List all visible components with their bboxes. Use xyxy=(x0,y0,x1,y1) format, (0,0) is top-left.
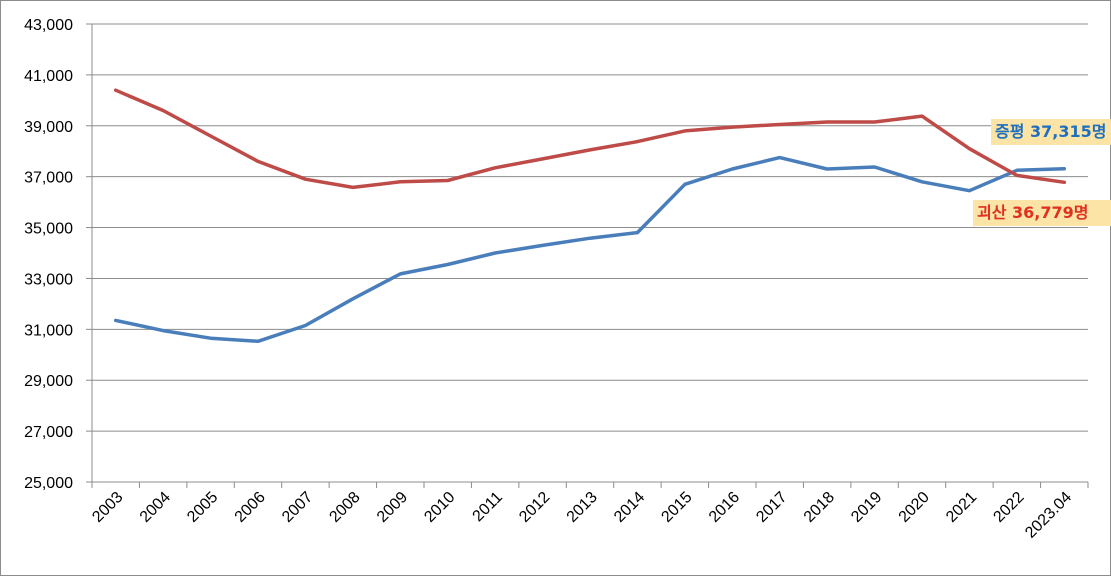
x-tick-label: 2009 xyxy=(374,489,411,526)
x-tick-label: 2004 xyxy=(137,489,174,526)
x-tick-label: 2006 xyxy=(232,489,269,526)
data-point-괴산 xyxy=(303,177,307,181)
jeungpyeong-callout-label: 증평 37,315명 xyxy=(991,119,1111,145)
x-tick-label: 2015 xyxy=(658,489,695,526)
data-point-증평 xyxy=(161,329,165,333)
x-tick-label: 2022 xyxy=(990,489,1027,526)
data-point-증평 xyxy=(351,297,355,301)
x-tick-label: 2016 xyxy=(706,489,743,526)
data-point-증평 xyxy=(683,182,687,186)
data-point-괴산 xyxy=(398,180,402,184)
y-tick-label: 39,000 xyxy=(24,119,73,136)
data-point-괴산 xyxy=(778,123,782,127)
x-tick-label: 2005 xyxy=(184,489,221,526)
data-point-괴산 xyxy=(161,109,165,113)
y-tick-label: 43,000 xyxy=(24,17,73,34)
data-point-괴산 xyxy=(493,166,497,170)
x-tick-label: 2012 xyxy=(516,489,553,526)
data-point-증평 xyxy=(256,339,260,343)
data-point-증평 xyxy=(635,231,639,235)
data-point-괴산 xyxy=(541,157,545,161)
y-tick-label: 27,000 xyxy=(24,424,73,441)
data-point-괴산 xyxy=(635,140,639,144)
data-point-증평 xyxy=(541,243,545,247)
data-point-증평 xyxy=(493,251,497,255)
goesan-callout-label: 괴산 36,779명 xyxy=(973,200,1111,226)
data-point-증평 xyxy=(730,167,734,171)
x-tick-label: 2021 xyxy=(943,489,980,526)
data-point-증평 xyxy=(114,318,118,322)
y-tick-label: 37,000 xyxy=(24,170,73,187)
data-point-괴산 xyxy=(683,129,687,133)
x-tick-label: 2013 xyxy=(564,489,601,526)
x-tick-label: 2019 xyxy=(848,489,885,526)
data-point-증평 xyxy=(873,165,877,169)
y-tick-label: 31,000 xyxy=(24,322,73,339)
x-tick-label: 2008 xyxy=(326,489,363,526)
x-tick-label: 2018 xyxy=(801,489,838,526)
data-point-증평 xyxy=(1062,167,1066,171)
x-tick-label: 2003 xyxy=(89,489,126,526)
x-tick-label: 2017 xyxy=(753,489,790,526)
x-tick-label: 2010 xyxy=(421,489,458,526)
data-point-괴산 xyxy=(351,185,355,189)
y-tick-label: 29,000 xyxy=(24,373,73,390)
data-point-괴산 xyxy=(446,178,450,182)
data-point-괴산 xyxy=(1015,173,1019,177)
data-point-증평 xyxy=(303,324,307,328)
data-point-증평 xyxy=(920,180,924,184)
data-point-증평 xyxy=(398,272,402,276)
y-tick-label: 33,000 xyxy=(24,271,73,288)
data-point-괴산 xyxy=(825,120,829,124)
y-tick-label: 25,000 xyxy=(24,475,73,492)
x-tick-label: 2014 xyxy=(611,489,648,526)
y-tick-label: 35,000 xyxy=(24,221,73,238)
data-point-증평 xyxy=(446,262,450,266)
data-point-증평 xyxy=(209,336,213,340)
data-point-괴산 xyxy=(1062,180,1066,184)
data-point-증평 xyxy=(1015,168,1019,172)
y-tick-label: 41,000 xyxy=(24,68,73,85)
series-line-괴산 xyxy=(113,88,1067,190)
data-point-증평 xyxy=(967,189,971,193)
data-point-증평 xyxy=(588,236,592,240)
data-point-괴산 xyxy=(730,125,734,129)
data-point-증평 xyxy=(778,156,782,160)
x-tick-label: 2023.04 xyxy=(1022,489,1075,542)
data-point-괴산 xyxy=(114,88,118,92)
x-tick-label: 2007 xyxy=(279,489,316,526)
series-line-증평 xyxy=(113,155,1067,344)
data-point-괴산 xyxy=(873,120,877,124)
data-point-괴산 xyxy=(256,159,260,163)
data-point-괴산 xyxy=(209,134,213,138)
data-point-괴산 xyxy=(588,148,592,152)
data-point-증평 xyxy=(825,167,829,171)
x-tick-label: 2020 xyxy=(896,489,933,526)
data-point-괴산 xyxy=(920,114,924,118)
x-tick-label: 2011 xyxy=(470,489,506,525)
data-point-괴산 xyxy=(967,147,971,151)
